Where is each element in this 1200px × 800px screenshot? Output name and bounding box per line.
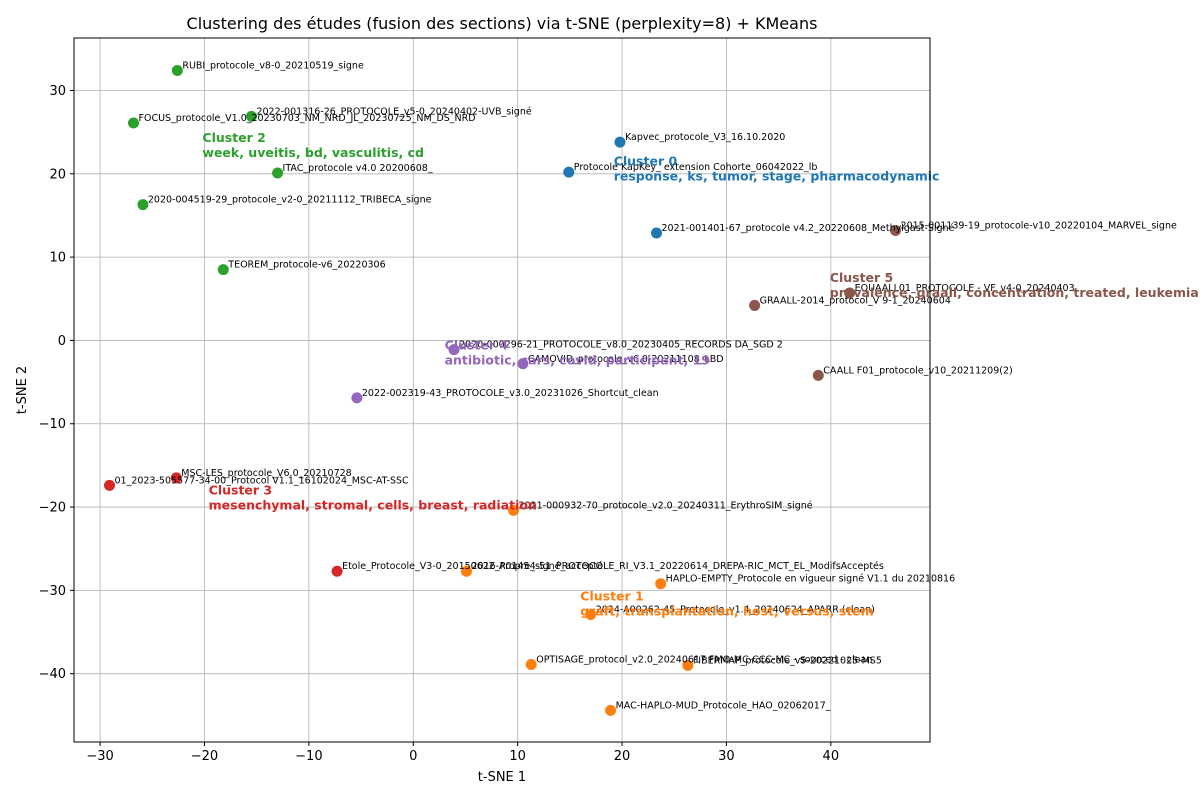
x-tick-label: −30 — [86, 749, 113, 764]
data-point — [585, 609, 597, 621]
data-point — [563, 166, 575, 178]
data-point — [103, 479, 115, 491]
x-tick-label: 10 — [509, 749, 526, 764]
y-axis-ticks: −40 −30 −20 −10 0 10 20 30 — [39, 84, 74, 682]
y-tick-label: −20 — [39, 501, 66, 516]
point-label: 01_2023-505577-34-00_Protocol V1.1_16102… — [114, 475, 409, 486]
cluster-keywords: response, ks, tumor, stage, pharmacodyna… — [614, 168, 940, 183]
data-point — [331, 565, 343, 577]
cluster-title: Cluster 5 — [830, 270, 893, 285]
y-tick-label: 0 — [58, 334, 66, 349]
data-point — [844, 287, 856, 299]
data-point — [655, 578, 667, 590]
point-label: 2022-001316-26_PROTOCOLE_v5-0_20240402-U… — [256, 106, 531, 117]
point-label: Etole_Protocole_V3-0_20150622_Propre_sig… — [342, 561, 603, 572]
point-label: 2016-A01454-51_PROTOCOLE_RI_V3.1_2022061… — [472, 561, 884, 572]
y-axis-label: t-SNE 2 — [15, 366, 30, 414]
data-points — [103, 64, 902, 716]
x-tick-label: −10 — [295, 749, 322, 764]
point-label: 2021-000932-70_protocole_v2.0_20240311_E… — [518, 500, 812, 511]
x-axis-label: t-SNE 1 — [478, 770, 526, 785]
point-label: 2021-001401-67_protocole v4.2_20220608_M… — [661, 223, 954, 234]
point-label: HAPLO-EMPTY_Protocole en vigueur signé V… — [666, 574, 955, 585]
point-label: TEOREM_protocole-v6_20220306 — [227, 260, 385, 271]
point-label: 2020-004519-29_protocole_v2-0_20211112_T… — [148, 195, 432, 206]
cluster-title: Cluster 0 — [614, 153, 678, 168]
data-point — [614, 136, 626, 148]
data-point — [525, 659, 537, 671]
point-labels: RUBI_protocole_v8-0_20210519_signe 2022-0… — [114, 60, 1176, 711]
point-label: MAC-HAPLO-MUD_Protocole_HAO_02062017_ — [616, 700, 831, 711]
cluster-keywords: antibiotic, cars, covid, participant, 19 — [445, 353, 710, 368]
plot-background — [74, 38, 930, 742]
data-point — [812, 369, 824, 381]
data-point — [128, 117, 140, 129]
point-label: ITAC_protocole v4.0 20200608_ — [283, 163, 433, 174]
point-label: Protocole KapKey_ extension Cohorte_0604… — [574, 162, 818, 173]
data-point — [605, 704, 617, 716]
point-label: EQUAALL01_PROTOCOLE - VF_v4-0_20240403 — [855, 283, 1075, 294]
point-label: FIBERMAP_protocole_v5-20221025-MS5 — [693, 655, 882, 666]
point-label: Kapvec_protocole_V3_16.10.2020 — [625, 132, 785, 143]
y-tick-label: 30 — [49, 84, 66, 99]
point-label: MSC-LES_protocole_V6.0_20210728 — [181, 468, 351, 479]
data-point — [507, 504, 519, 516]
x-tick-label: 30 — [718, 749, 735, 764]
data-point — [272, 167, 284, 179]
plot-area: RUBI_protocole_v8-0_20210519_signe 2022-0… — [73, 37, 1199, 743]
data-point — [749, 299, 761, 311]
data-point — [137, 199, 149, 211]
cluster-keywords: week, uveitis, bd, vasculitis, cd — [202, 145, 424, 160]
y-tick-label: −30 — [39, 584, 66, 599]
point-label: RUBI_protocole_v8-0_20210519_signe — [182, 60, 364, 71]
data-point — [650, 227, 662, 239]
cluster-title: Cluster 4 — [445, 338, 509, 353]
data-point — [448, 344, 460, 356]
y-tick-label: 20 — [49, 167, 66, 182]
data-point — [351, 392, 363, 404]
grid — [74, 38, 930, 742]
cluster-keywords: prevalence, graall, concentration, treat… — [830, 285, 1199, 300]
cluster-title: Cluster 2 — [202, 130, 265, 145]
point-label: GRAALL-2014_protocol_V 9-1_20240604 — [760, 295, 951, 306]
chart-title: Clustering des études (fusion des sectio… — [187, 14, 818, 33]
point-label: CAMOVID_protocole_v6.0-20211108_LBD — [528, 354, 724, 365]
cluster-title: Cluster 1 — [580, 588, 643, 603]
point-label: 2015-001139-19_protocole-v10_20220104_MA… — [901, 220, 1177, 231]
x-axis-ticks: −30 −20 −10 0 10 20 30 40 — [86, 742, 839, 764]
point-label: CAALL F01_protocole_v10_20211209(2) — [823, 365, 1012, 376]
data-point — [171, 64, 183, 76]
y-tick-label: −10 — [39, 417, 66, 432]
data-point — [517, 358, 529, 370]
x-tick-label: 0 — [409, 749, 417, 764]
point-label: FOCUS_protocole_V1.0_20230703_NM_NRD_JL_… — [139, 113, 476, 124]
data-point — [461, 565, 473, 577]
data-point — [245, 110, 257, 122]
x-tick-label: 40 — [823, 749, 840, 764]
data-point — [682, 659, 694, 671]
point-label: 2022-002319-43_PROTOCOLE_v3.0_20231026_S… — [362, 388, 659, 399]
point-label: OPTISAGE_protocol_v2.0_20240617 FMO-MC-C… — [536, 655, 872, 666]
data-point — [170, 472, 182, 484]
y-tick-label: 10 — [49, 251, 66, 266]
cluster-keywords: mesenchymal, stromal, cells, breast, rad… — [209, 498, 537, 513]
plot-frame — [73, 37, 931, 743]
cluster-title: Cluster 3 — [209, 483, 272, 498]
cluster-keywords: graft, transplantation, host, versus, st… — [580, 603, 873, 618]
data-point — [217, 264, 229, 276]
x-tick-label: 20 — [614, 749, 631, 764]
data-point — [890, 224, 902, 236]
point-label: 2020-000296-21_PROTOCOLE_v8.0_20230405_R… — [459, 340, 783, 351]
x-tick-label: −20 — [191, 749, 218, 764]
point-label: 2024-A00262-45_Protocole_v1.4_20240624_A… — [596, 605, 875, 616]
y-tick-label: −40 — [39, 667, 66, 682]
